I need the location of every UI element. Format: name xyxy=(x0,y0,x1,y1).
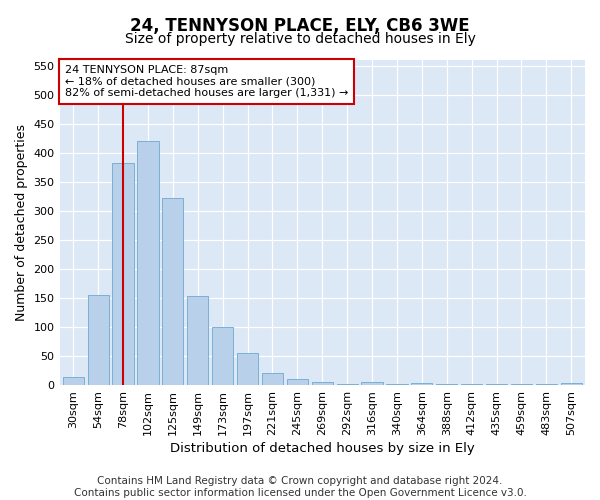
Bar xyxy=(137,142,158,385)
Bar xyxy=(486,384,507,385)
Bar xyxy=(337,384,358,385)
Text: 24, TENNYSON PLACE, ELY, CB6 3WE: 24, TENNYSON PLACE, ELY, CB6 3WE xyxy=(130,18,470,36)
Bar xyxy=(62,377,84,385)
Bar xyxy=(461,384,482,385)
X-axis label: Distribution of detached houses by size in Ely: Distribution of detached houses by size … xyxy=(170,442,475,455)
Text: Size of property relative to detached houses in Ely: Size of property relative to detached ho… xyxy=(125,32,475,46)
Bar xyxy=(561,382,582,385)
Bar xyxy=(287,378,308,385)
Bar xyxy=(262,373,283,385)
Bar xyxy=(511,384,532,385)
Bar xyxy=(361,382,383,385)
Bar xyxy=(436,384,457,385)
Bar xyxy=(411,384,433,385)
Bar xyxy=(212,327,233,385)
Text: 24 TENNYSON PLACE: 87sqm
← 18% of detached houses are smaller (300)
82% of semi-: 24 TENNYSON PLACE: 87sqm ← 18% of detach… xyxy=(65,65,348,98)
Bar xyxy=(162,198,184,385)
Bar xyxy=(536,384,557,385)
Bar xyxy=(237,353,258,385)
Bar xyxy=(386,384,407,385)
Bar xyxy=(112,162,134,385)
Y-axis label: Number of detached properties: Number of detached properties xyxy=(15,124,28,321)
Text: Contains HM Land Registry data © Crown copyright and database right 2024.
Contai: Contains HM Land Registry data © Crown c… xyxy=(74,476,526,498)
Bar xyxy=(311,382,333,385)
Bar xyxy=(88,294,109,385)
Bar xyxy=(187,296,208,385)
